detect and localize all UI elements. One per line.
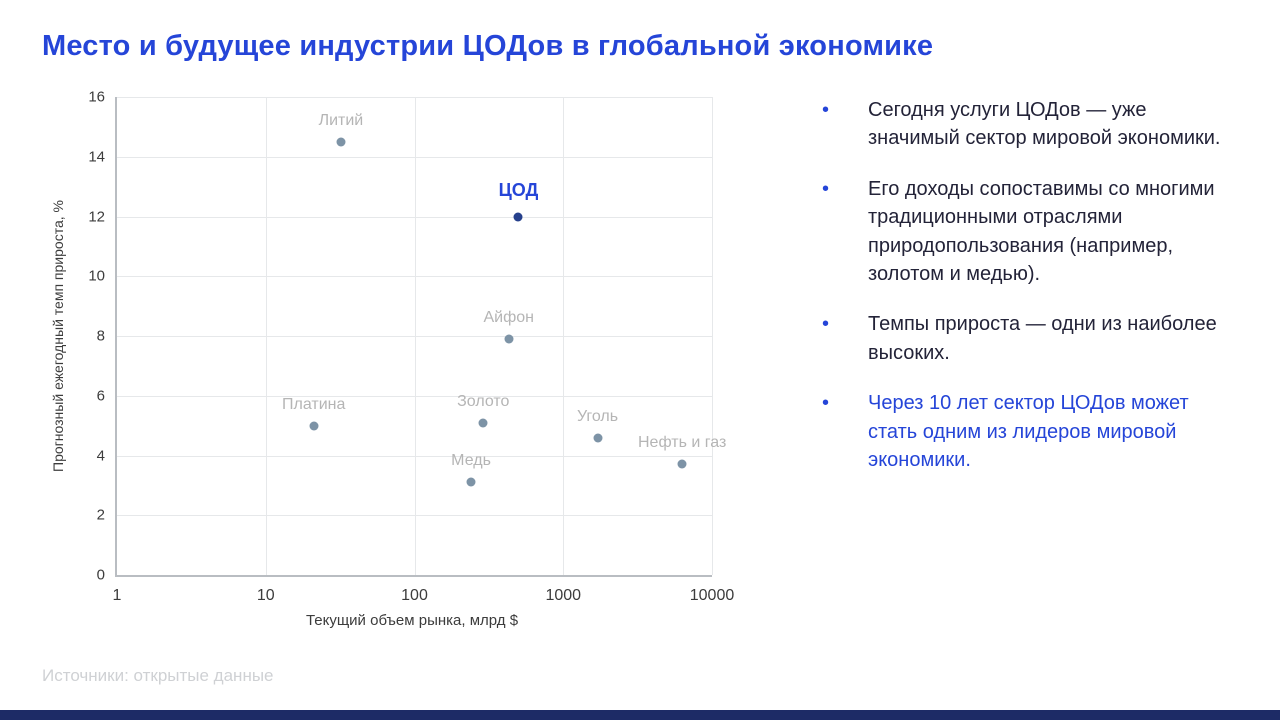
x-tick-label: 100 (401, 587, 428, 604)
data-point-marker (336, 137, 346, 147)
bullet-item: • Его доходы сопоставимы со многими тради… (822, 175, 1232, 289)
x-tick-label: 10 (256, 587, 275, 604)
data-point-label: Нефть и газ (637, 434, 727, 452)
data-point-marker (677, 459, 687, 469)
bullet-text: Сегодня услуги ЦОДов — уже значимый сект… (868, 99, 1221, 150)
y-tick-label: 4 (96, 447, 105, 464)
bullet-text: Через 10 лет сектор ЦОДов может стать од… (868, 392, 1189, 471)
y-tick-label: 6 (96, 387, 105, 405)
gridline-vertical (563, 97, 565, 575)
bullet-item: • Сегодня услуги ЦОДов — уже значимый сек… (822, 96, 1232, 153)
data-point-label: Платина (281, 395, 346, 413)
data-point-label: Медь (451, 452, 491, 470)
y-tick-label: 10 (88, 267, 105, 285)
data-point-marker (466, 477, 476, 487)
x-axis-title: Текущий объем рынка, млрд $ (305, 612, 519, 629)
data-point-marker (478, 418, 488, 428)
gridline-vertical (414, 97, 416, 575)
bullet-marker-icon: • (822, 99, 830, 121)
y-axis-title: Прогнозный ежегодный темп прироста, % (50, 200, 66, 472)
data-point-label: Айфон (483, 308, 534, 326)
bullet-list: • Сегодня услуги ЦОДов — уже значимый сек… (822, 96, 1232, 474)
y-tick-label: 8 (96, 327, 105, 345)
bullet-item: • Темпы прироста — одни из наиболее высок… (822, 310, 1232, 367)
gridline-vertical (265, 97, 267, 575)
y-tick-label: 0 (96, 566, 105, 584)
y-tick-label: 2 (96, 506, 105, 524)
data-point-marker (504, 334, 514, 344)
bullet-marker-icon: • (822, 177, 830, 200)
bullet-marker-icon: • (822, 392, 830, 415)
x-tick-label: 1000 (545, 587, 582, 604)
source-note: Источники: открытые данные (42, 666, 274, 685)
page-title: Место и будущее индустрии ЦОДов в глобал… (42, 30, 934, 62)
x-tick-label: 1 (112, 587, 122, 604)
data-point-marker (309, 421, 319, 431)
footer-bar (0, 710, 1280, 720)
data-point-marker (513, 212, 523, 221)
y-tick-label: 16 (88, 88, 105, 106)
bullet-marker-icon: • (822, 313, 830, 336)
bullet-text: Его доходы сопоставимы со многими традиц… (868, 177, 1215, 285)
data-point-marker (593, 433, 603, 443)
plot-area: 0 2 4 6 8 10 12 14 16 1 10 100 1000 10000 Литий ЦОД Айфо… (88, 89, 734, 605)
bullet-text: Темпы прироста — одни из наиболее высоки… (868, 313, 1217, 364)
y-tick-label: 14 (88, 148, 105, 166)
y-tick-label: 12 (88, 208, 105, 225)
bullet-item: • Через 10 лет сектор ЦОДов может стать о… (822, 389, 1232, 474)
data-point-label: Уголь (576, 407, 619, 425)
data-point-label: Золото (457, 392, 510, 410)
data-point-label: ЦОД (498, 179, 539, 200)
x-tick-label: 10000 (689, 587, 735, 604)
gridline-vertical (712, 97, 713, 575)
data-point-label: Литий (318, 111, 364, 129)
